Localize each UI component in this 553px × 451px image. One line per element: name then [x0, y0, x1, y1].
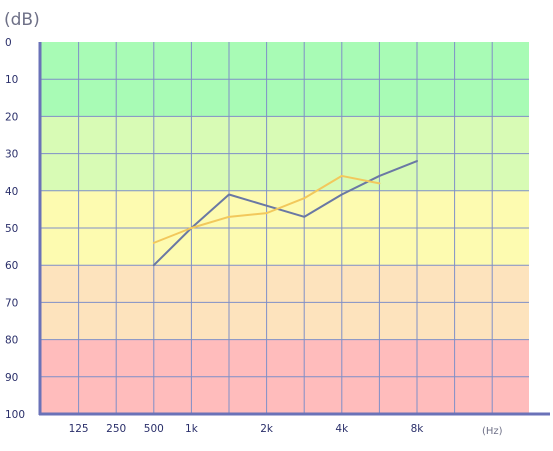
x-tick-label: 2k — [260, 423, 274, 435]
y-tick-label: 90 — [5, 372, 18, 384]
y-tick-label: 100 — [5, 409, 25, 421]
y-axis-unit-label: (dB) — [4, 10, 40, 30]
x-tick-label: 250 — [106, 423, 126, 435]
y-tick-label: 10 — [5, 74, 18, 86]
x-tick-label: 1k — [185, 423, 199, 435]
x-tick-label: 4k — [335, 423, 349, 435]
y-tick-label: 0 — [5, 37, 12, 49]
grid-lines — [40, 42, 529, 414]
data-series — [152, 160, 418, 267]
y-tick-label: 80 — [5, 335, 18, 347]
x-tick-label: 500 — [144, 423, 164, 435]
series-line-0 — [152, 160, 418, 267]
x-tick-labels: 125 250 500 1k 2k 4k 8k — [69, 423, 425, 435]
y-tick-labels: 0 10 20 30 40 50 60 70 80 90 100 — [5, 37, 25, 421]
y-tick-label: 20 — [5, 111, 18, 123]
x-tick-label: 125 — [69, 423, 89, 435]
y-tick-label: 60 — [5, 260, 18, 272]
y-tick-label: 70 — [5, 297, 18, 309]
x-tick-label: 8k — [411, 423, 425, 435]
y-tick-label: 50 — [5, 223, 18, 235]
x-axis-unit-label: (Hz) — [482, 426, 503, 437]
y-tick-label: 40 — [5, 186, 18, 198]
axes — [38, 42, 550, 416]
y-tick-label: 30 — [5, 149, 18, 161]
series-line-1 — [152, 174, 381, 244]
